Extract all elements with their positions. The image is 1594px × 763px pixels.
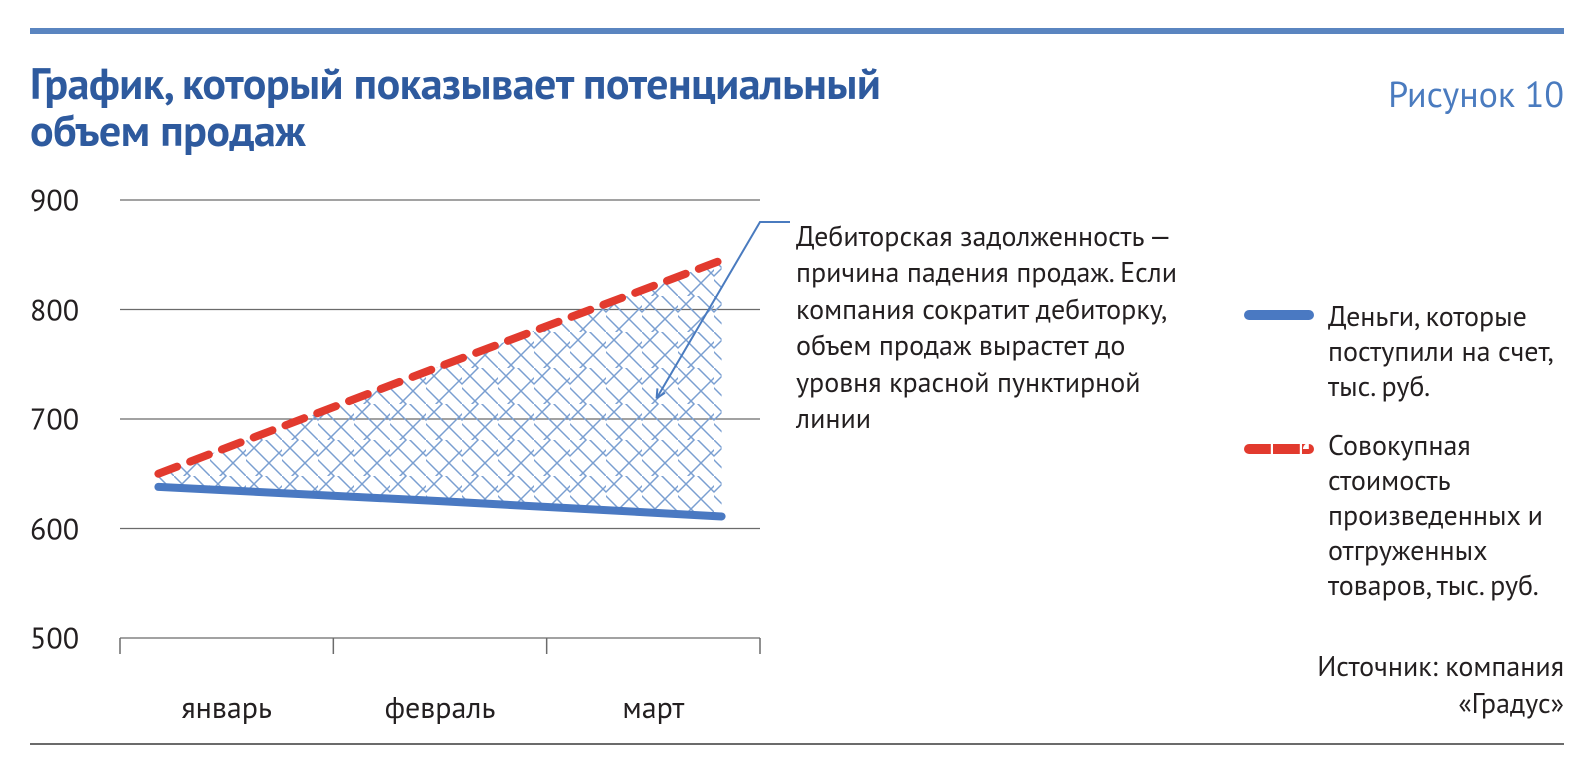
chart: 500600700800900январьфевральмарт — [30, 188, 770, 708]
legend-item-goods: Совокупная стоимость произве­денных и от… — [1244, 427, 1564, 602]
y-tick-label: 600 — [30, 509, 79, 548]
x-tick-label: март — [622, 688, 684, 727]
y-tick-label: 900 — [30, 181, 79, 220]
top-rule — [30, 28, 1564, 34]
legend-label-goods: Совокупная стоимость произве­денных и от… — [1328, 426, 1543, 603]
legend: Деньги, которые поступили на счет, тыс. … — [1244, 298, 1564, 626]
chart-svg — [30, 188, 770, 708]
y-tick-label: 800 — [30, 290, 79, 329]
annotation-text: Дебиторская задол­женность — причи­на па… — [796, 218, 1196, 436]
chart-title: График, который показывает потенциальный… — [30, 60, 1010, 154]
y-tick-label: 700 — [30, 400, 79, 439]
x-tick-label: январь — [181, 688, 271, 727]
legend-swatch-money — [1244, 310, 1314, 320]
legend-label-money: Деньги, которые поступили на счет, тыс. … — [1328, 297, 1552, 404]
source-text: Источник: компания «Градус» — [1244, 648, 1564, 721]
figure-container: График, который показывает потенциальный… — [0, 0, 1594, 763]
legend-swatch-goods — [1244, 444, 1314, 454]
bottom-rule — [30, 743, 1564, 745]
x-tick-label: февраль — [385, 688, 496, 727]
y-tick-label: 500 — [30, 619, 79, 658]
figure-number: Рисунок 10 — [1388, 70, 1564, 117]
legend-item-money: Деньги, которые поступили на счет, тыс. … — [1244, 298, 1564, 403]
